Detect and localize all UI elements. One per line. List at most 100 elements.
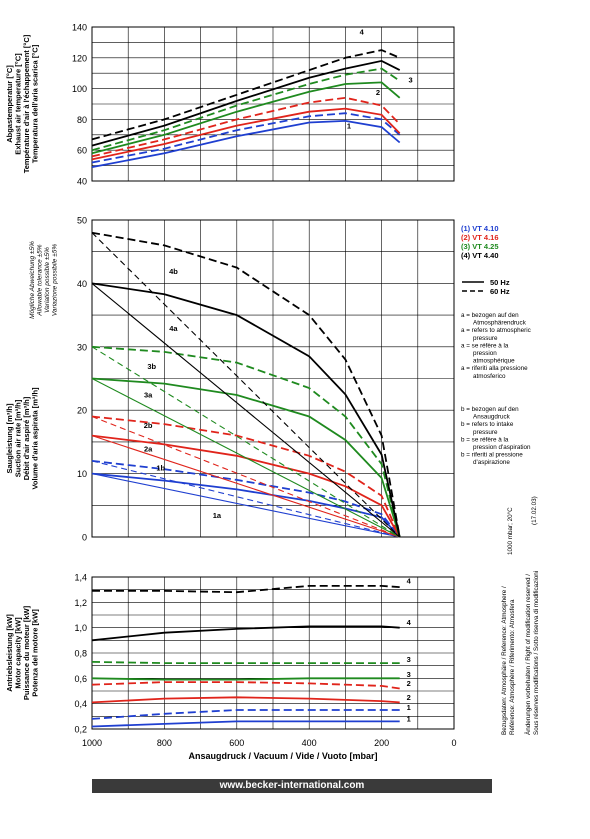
curve-annotation: 3b [147,362,156,371]
curve-annotation: 3 [407,670,411,679]
y-tick-label: 1,4 [74,573,87,583]
curve-annotation: 4 [407,576,412,585]
series-line-3-50hz [91,677,400,681]
y-axis-label-line: Motor capacity [kW] [14,617,23,689]
y-tick-label: 0,4 [74,699,87,709]
series-line-2-60hz [91,681,400,690]
series-line-3b-60hz [91,346,400,538]
y-tick-label: 0,6 [74,674,87,684]
note-b-line: pression d'aspiration [473,444,531,451]
suction-capacity-panel: 0 10 20 30 40 50 4b 4a 3b 3a 2b 2a 1b 1a [77,216,455,543]
y-axis-label-suction-capacity: Saugleistung [m³/h] Suction air rate [m³/… [5,387,40,490]
note-b-line: b = refers to intake [461,421,514,428]
y-tick-label: 60 [77,146,87,156]
curve-annotation: 1 [407,703,411,712]
tolerance-line: Mögliche Abweichung ±5% [29,241,36,319]
note-b-line: Ansaugdruck [473,414,511,421]
y-axis-label-line: Exhaust air temperature [°C] [14,53,23,155]
motor-capacity-panel: 0,2 0,4 0,6 0,8 1,0 1,2 1,4 1000 800 600 400 200 0 An… [74,573,456,762]
series-line-3-50hz [91,81,401,155]
curve-annotation: 4 [360,28,365,37]
series-line-1-60hz [91,112,401,164]
series-line-4a-50hz [91,282,401,538]
y-tick-label: 0 [82,533,87,543]
note-b-line: b = se réfère à la [461,436,509,443]
exhaust-temperature-panel: 40 60 80 100 120 140 1 2 3 4 [72,23,455,187]
x-tick-label: 400 [302,738,317,748]
series-line-2b-60hz [91,415,400,538]
series-line-4b-50hz [91,282,401,538]
curve-annotation: 1 [347,122,351,131]
y-axis-label-line: Antriebsleistung [kW] [5,614,14,692]
curve-annotation: 4b [169,267,178,276]
curve-annotation: 4a [169,324,178,333]
y-axis-label-exhaust-temperature: Abgastemperatur [°C] Exhaust air temperat… [5,34,40,173]
curve-annotation: 1b [156,463,165,472]
note-a-line: pression [473,350,497,357]
curve-annotation: 2a [144,444,153,453]
series-line-4-60hz [91,49,401,141]
x-tick-label: 200 [374,738,389,748]
curve-annotation: 3 [408,75,412,84]
x-axis-label: Ansaugdruck / Vacuum / Vide / Vuoto [mba… [188,751,377,761]
curve-annotation: 3a [144,391,153,400]
series-line-2-60hz [91,96,401,158]
date-note: (17.02.03) [531,496,538,525]
y-axis-label-line: Abgastemperatur [°C] [5,65,14,143]
curve-annotation: 1a [213,511,222,520]
x-tick-label: 0 [451,738,456,748]
curve-annotation: 2 [407,693,411,702]
series-line-2-50hz [91,696,400,704]
series-line-3a-50hz [91,377,401,538]
tolerance-note: Mögliche Abweichung ±5% Allowable toleran… [29,241,59,319]
series-line-4-50hz [91,625,400,642]
legend: (1) VT 4.10(2) VT 4.16(3) VT 4.25(4) VT … [461,224,531,466]
curve-annotation: 2b [144,421,153,430]
note-b-line: b = riferiti al pressione [461,452,523,459]
y-tick-label: 0,8 [74,649,87,659]
legend-model-label: (3) VT 4.25 [461,242,499,251]
reference-note-line: Bezugsdaten: Atmosphäre / Reference: Atm… [501,586,508,735]
series-line-3b-50hz [91,378,400,538]
x-tick-label: 600 [229,738,244,748]
y-tick-label: 80 [77,115,87,125]
y-tick-label: 140 [72,23,87,33]
y-axis-label-line: Temperatura dell'aria scarica [°C] [31,44,40,163]
legend-frequency-label: 50 Hz [490,278,510,287]
y-axis-label-line: Température d'air à l'échappement [°C] [22,34,31,173]
y-tick-label: 50 [77,216,87,226]
y-tick-label: 1,2 [74,598,87,608]
plot-frame [91,26,455,182]
x-tick-label: 1000 [82,738,102,748]
modification-note-line: Sous réserves modifications / Sotto rise… [533,571,540,735]
y-tick-label: 100 [72,84,87,94]
note-b-line: pressure [473,429,498,436]
note-a-line: a = refers to atmospheric [461,327,531,334]
series-line-3-60hz [91,67,401,152]
series-line-1b-60hz [91,460,400,538]
y-axis-label-line: Volume d'aria aspirata [m³/h] [31,387,40,490]
note-a-line: a = riferiti alla pressione [461,365,528,372]
note-a-line: a = bezogen auf den [461,312,519,319]
series-line-1a-60hz [91,460,401,538]
curve-annotation: 2 [376,88,380,97]
series-line-2b-50hz [91,435,400,538]
legend-model-label: (1) VT 4.10 [461,224,499,233]
curve-annotation: 2 [407,679,411,688]
x-tick-label: 800 [157,738,172,748]
note-a-line: pressure [473,335,498,342]
date-note-line: (17.02.03) [531,496,538,525]
y-axis-label-line: Puissance du moteur [kW] [22,605,31,700]
footer-url[interactable]: www.becker-international.com [92,779,492,793]
modification-note: Änderungen vorbehalten / Right of modifi… [524,571,540,735]
series-line-4a-60hz [91,231,401,538]
series-line-1-60hz [91,709,400,720]
series-line-1a-50hz [91,472,401,538]
y-axis-label-line: Suction air rate [m³/h] [14,399,23,477]
tolerance-line: Variation possible ±5% [44,247,51,313]
series-line-4-60hz [92,585,400,594]
y-axis-label-motor-capacity: Antriebsleistung [kW] Motor capacity [kW]… [5,605,40,700]
reference-note: Bezugsdaten: Atmosphäre / Reference: Atm… [501,586,516,735]
y-tick-label: 10 [77,469,87,479]
